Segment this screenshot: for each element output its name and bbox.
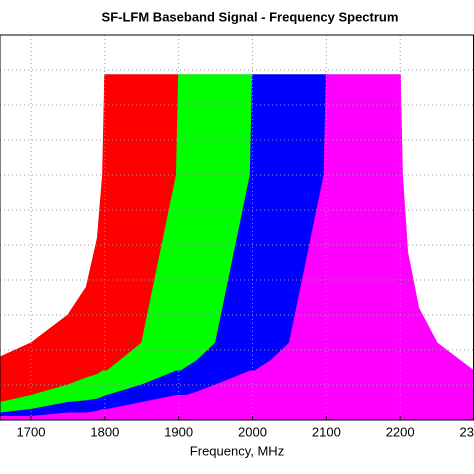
x-axis-label: Frequency, MHz [190, 443, 284, 458]
x-tick-label: 2100 [312, 424, 341, 439]
chart-title: SF-LFM Baseband Signal - Frequency Spect… [102, 9, 399, 24]
x-tick-label: 1700 [17, 424, 46, 439]
x-tick-label: 1900 [164, 424, 193, 439]
x-tick-label: 2000 [238, 424, 267, 439]
x-tick-label: 1800 [90, 424, 119, 439]
x-tick-label: 2200 [386, 424, 415, 439]
x-tick-label: 2300 [460, 424, 474, 439]
spectrum-area [0, 74, 474, 421]
